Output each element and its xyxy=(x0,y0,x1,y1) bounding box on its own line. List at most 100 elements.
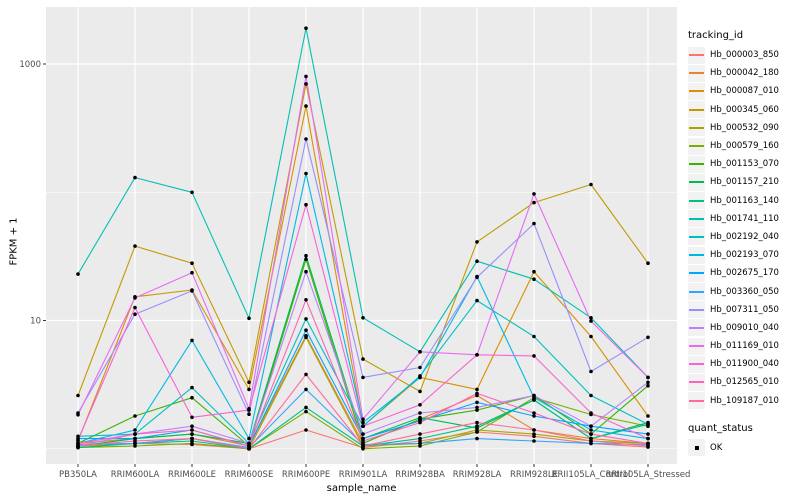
data-point xyxy=(475,436,479,441)
data-point xyxy=(475,400,479,405)
legend-item-Hb_001157_210: Hb_001157_210 xyxy=(688,173,800,191)
data-point xyxy=(190,432,194,436)
data-point xyxy=(589,439,593,443)
data-point xyxy=(304,202,308,207)
line-swatch xyxy=(688,210,705,228)
black-square-icon xyxy=(694,445,699,450)
line-swatch xyxy=(688,246,705,264)
data-points xyxy=(76,26,650,451)
data-point xyxy=(646,335,650,340)
y-axis-title: FPKM + 1 xyxy=(8,217,20,266)
legend-quant-status: quant_status OK xyxy=(688,423,800,457)
legend-item-Hb_001741_110: Hb_001741_110 xyxy=(688,210,800,228)
legend-item-label: Hb_001741_110 xyxy=(710,213,779,224)
data-point xyxy=(133,312,137,317)
swatch-line-icon xyxy=(689,145,704,148)
x-tick-label: RRIM600LA xyxy=(111,470,160,480)
data-point xyxy=(418,432,422,436)
legend-items: Hb_000003_850 Hb_000042_180 Hb_000087_010 H… xyxy=(688,46,800,410)
data-point xyxy=(532,277,536,282)
line-swatch xyxy=(688,301,705,319)
data-point xyxy=(361,424,365,429)
data-point xyxy=(247,444,251,448)
line-swatch xyxy=(688,119,705,137)
legend-item-label: Hb_002675_170 xyxy=(710,268,779,279)
legend-item-Hb_000579_160: Hb_000579_160 xyxy=(688,137,800,155)
legend: tracking_id Hb_000003_850 Hb_000042_180 Hb… xyxy=(688,30,800,457)
legend-item-Hb_000042_180: Hb_000042_180 xyxy=(688,64,800,82)
data-point xyxy=(532,432,536,436)
data-point xyxy=(418,375,422,380)
data-point xyxy=(532,200,536,205)
data-point xyxy=(247,380,251,385)
data-point xyxy=(133,428,137,432)
data-point xyxy=(589,428,593,432)
data-point xyxy=(361,417,365,422)
data-point xyxy=(361,375,365,380)
line-swatch xyxy=(688,283,705,301)
legend-item-Hb_003360_050: Hb_003360_050 xyxy=(688,282,800,301)
data-point xyxy=(304,428,308,432)
line-swatch xyxy=(688,355,705,373)
data-point xyxy=(76,413,80,417)
axes: 10 1000 PB350LA RRIM600LA RRIM600LE RRIM600SE… xyxy=(19,60,690,480)
data-point xyxy=(532,354,536,358)
data-point xyxy=(304,269,308,274)
data-point xyxy=(418,444,422,448)
legend-item-Hb_000087_010: Hb_000087_010 xyxy=(688,82,800,100)
x-tick-label: RRIM600PE xyxy=(282,470,330,480)
swatch-line-icon xyxy=(689,163,704,166)
data-point xyxy=(589,369,593,374)
line-swatch xyxy=(688,46,705,64)
data-point xyxy=(190,395,194,400)
data-point xyxy=(190,436,194,441)
data-point xyxy=(532,192,536,196)
swatch-line-icon xyxy=(689,363,704,366)
data-point xyxy=(475,420,479,425)
legend-item-Hb_001153_070: Hb_001153_070 xyxy=(688,155,800,173)
data-point xyxy=(190,190,194,195)
legend-item-Hb_002192_040: Hb_002192_040 xyxy=(688,228,800,246)
data-point xyxy=(133,432,137,436)
swatch-line-icon xyxy=(689,308,704,311)
data-point xyxy=(418,403,422,407)
data-point xyxy=(76,393,80,398)
data-point xyxy=(475,240,479,244)
data-point xyxy=(304,387,308,392)
data-point xyxy=(247,441,251,446)
legend-item-label: Hb_000042_180 xyxy=(710,68,779,79)
legend-item-label: Hb_012565_010 xyxy=(710,377,779,388)
legend-item-Hb_000345_060: Hb_000345_060 xyxy=(688,101,800,119)
data-point xyxy=(418,441,422,446)
data-point xyxy=(190,385,194,390)
x-tick-label: RRIM928LE xyxy=(510,470,558,480)
data-point xyxy=(532,428,536,432)
ok-point-key xyxy=(688,439,705,457)
x-axis-title: sample_name xyxy=(326,483,397,494)
data-point xyxy=(190,424,194,429)
data-point xyxy=(361,439,365,443)
data-point xyxy=(304,298,308,302)
data-point xyxy=(532,411,536,415)
data-point xyxy=(589,316,593,320)
data-point xyxy=(532,334,536,339)
x-tick-label: RRIM600LE xyxy=(168,470,216,480)
legend-item-Hb_011169_010: Hb_011169_010 xyxy=(688,337,800,355)
line-swatch xyxy=(688,192,705,210)
data-point xyxy=(190,270,194,275)
data-point xyxy=(589,319,593,323)
line-swatch xyxy=(688,319,705,337)
swatch-line-icon xyxy=(689,235,704,238)
data-point xyxy=(190,415,194,420)
data-point xyxy=(304,257,308,262)
data-point xyxy=(133,244,137,248)
data-point xyxy=(304,335,308,340)
legend-item-Hb_011900_040: Hb_011900_040 xyxy=(688,355,800,373)
legend-item-label: Hb_000003_850 xyxy=(710,50,779,61)
data-point xyxy=(589,424,593,429)
data-point xyxy=(475,391,479,396)
legend-item-label: Hb_009010_040 xyxy=(710,322,779,333)
data-point xyxy=(418,415,422,420)
data-point xyxy=(646,422,650,427)
legend-title-quant-status: quant_status xyxy=(688,422,753,434)
